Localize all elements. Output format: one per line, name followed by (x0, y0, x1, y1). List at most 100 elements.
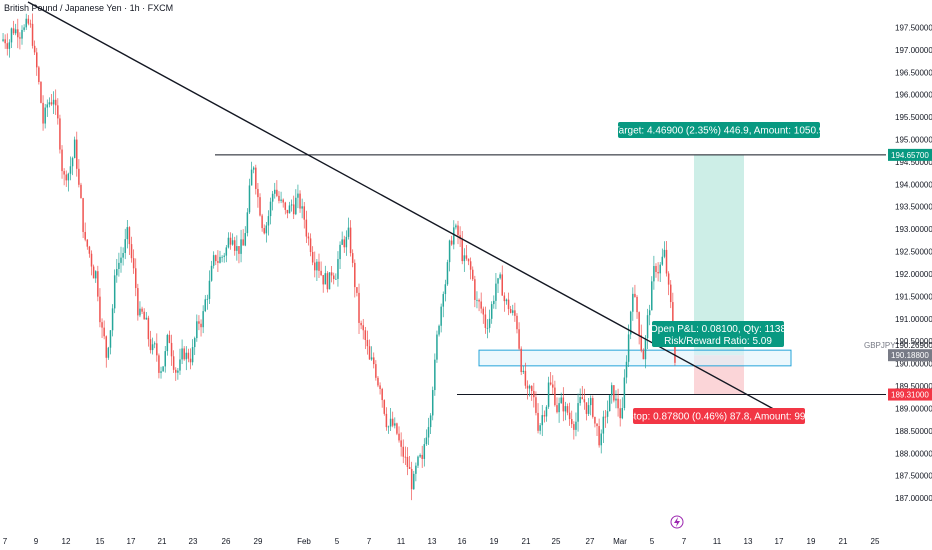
candle-body (314, 262, 316, 271)
candle-body (238, 246, 240, 254)
candle-body (116, 269, 118, 276)
candle-body (23, 27, 25, 30)
candle-body (42, 102, 44, 124)
candle-body (507, 299, 510, 310)
time-axis[interactable]: 7 9 12 15 17 21 23 26 29 Feb 5 7 11 13 16 19 21 25 27 Mar 5 7… (3, 537, 880, 546)
candle-body (402, 446, 404, 457)
y-tick-label: 197.00000 (895, 46, 932, 55)
candle-body (617, 398, 619, 409)
candle-body (33, 45, 36, 53)
candle-body (552, 384, 554, 388)
candle-body (328, 272, 331, 290)
position-labels: Target: 4.46900 (2.35%) 446.9, Amount: 1… (614, 122, 825, 424)
candle-body (94, 271, 97, 279)
candle-body (111, 308, 114, 331)
candle-body (297, 193, 299, 198)
candle-body (579, 397, 581, 404)
candle-body (276, 189, 278, 196)
candle-body (568, 412, 571, 420)
candle-body (86, 239, 89, 247)
y-tick-label: 188.00000 (895, 449, 932, 458)
x-tick-label: Mar (613, 537, 627, 546)
candle-body (244, 233, 247, 246)
candle-body (280, 199, 282, 201)
candle-body (113, 275, 116, 309)
candle-body (223, 255, 225, 257)
candle-body (457, 225, 459, 236)
candle-body (425, 437, 428, 445)
candle-body (467, 258, 470, 262)
candle-body (373, 357, 375, 365)
candle-body (669, 284, 672, 303)
candle-body (27, 18, 30, 24)
candle-body (126, 227, 129, 240)
candle-body (193, 338, 196, 348)
candle-body (160, 371, 162, 373)
trendline[interactable] (27, 1, 791, 419)
y-tick-label: 193.00000 (895, 225, 932, 234)
x-tick-label: 15 (96, 537, 105, 546)
candle-body (134, 268, 137, 289)
candle-body (196, 321, 198, 339)
candle-body (387, 426, 390, 428)
candle-body (465, 255, 468, 259)
candle-body (488, 318, 491, 328)
candle-body (311, 251, 314, 263)
candle-body (10, 28, 13, 43)
candle-body (419, 454, 421, 457)
candle-body (556, 405, 558, 413)
candle-body (242, 239, 244, 246)
candle-body (627, 334, 630, 362)
lightning-icon[interactable] (670, 515, 684, 529)
candle-body (368, 346, 371, 360)
candle-body (156, 343, 158, 356)
current-price-label: 190.26900 (895, 341, 932, 350)
candle-body (44, 107, 46, 124)
x-tick-label: 21 (158, 537, 167, 546)
candle-body (17, 29, 19, 38)
candle-body (560, 397, 562, 404)
candle-body (40, 82, 42, 103)
candle-body (558, 403, 560, 413)
candle-body (512, 310, 514, 313)
candle-body (446, 262, 449, 285)
candle-body (141, 308, 143, 312)
candle-body (221, 256, 223, 258)
candle-body (76, 139, 78, 169)
candle-body (636, 296, 638, 313)
candle-body (231, 240, 234, 245)
candle-body (364, 330, 367, 341)
candle-body (345, 236, 348, 248)
trendline-line (27, 1, 791, 419)
candle-body (257, 188, 259, 198)
candle-body (295, 197, 297, 215)
candle-body (250, 169, 253, 186)
candle-body (667, 273, 670, 285)
candle-body (417, 456, 419, 466)
candle-body (598, 426, 600, 446)
candle-body (520, 348, 522, 373)
candle-body (284, 202, 287, 210)
candle-body (602, 416, 605, 434)
candle-body (162, 366, 164, 372)
horizontal-lines[interactable] (215, 154, 886, 396)
candle-body (12, 28, 15, 34)
candle-body (217, 261, 219, 263)
candle-body (78, 168, 80, 185)
candle-body (175, 369, 177, 373)
price-axis[interactable]: 197.50000 197.00000 196.50000 196.00000 195.… (895, 23, 932, 503)
candle-body (629, 311, 632, 335)
candle-body (324, 273, 327, 285)
candle-body (564, 406, 567, 412)
candle-body (332, 275, 335, 280)
candle-body (524, 370, 527, 386)
candle-body (661, 256, 664, 265)
candle-body (547, 382, 550, 407)
candle-body (391, 418, 394, 426)
candle-body (438, 325, 440, 335)
candle-body (4, 39, 6, 44)
x-tick-label: 17 (775, 537, 784, 546)
x-tick-label: 25 (552, 537, 561, 546)
candle-body (215, 255, 217, 262)
